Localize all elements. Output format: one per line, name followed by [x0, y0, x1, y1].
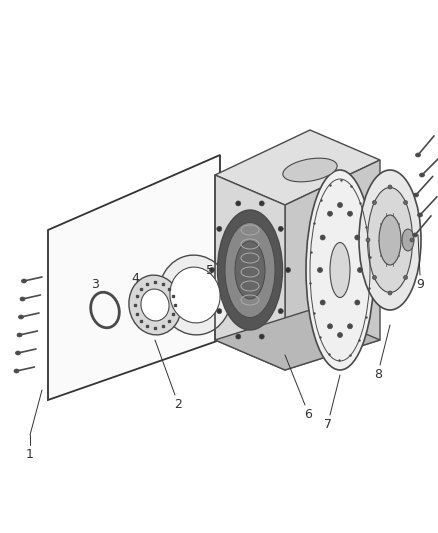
Ellipse shape: [388, 291, 392, 295]
Ellipse shape: [318, 268, 322, 272]
Text: 7: 7: [324, 418, 332, 432]
Text: 1: 1: [26, 448, 34, 462]
Text: 5: 5: [206, 263, 214, 277]
Text: 3: 3: [91, 279, 99, 292]
Ellipse shape: [286, 268, 290, 272]
Ellipse shape: [403, 276, 407, 279]
Text: 6: 6: [304, 408, 312, 422]
Ellipse shape: [236, 201, 241, 206]
Ellipse shape: [259, 201, 264, 206]
Ellipse shape: [236, 334, 241, 339]
Ellipse shape: [367, 188, 413, 293]
Ellipse shape: [217, 309, 222, 313]
Ellipse shape: [259, 334, 264, 339]
Ellipse shape: [209, 268, 215, 272]
Text: 8: 8: [374, 368, 382, 382]
Ellipse shape: [21, 279, 27, 283]
Ellipse shape: [355, 235, 360, 240]
Polygon shape: [48, 155, 220, 400]
Ellipse shape: [306, 170, 374, 370]
Ellipse shape: [338, 333, 343, 337]
Polygon shape: [215, 310, 380, 370]
Ellipse shape: [402, 229, 414, 251]
Ellipse shape: [388, 185, 392, 189]
Polygon shape: [285, 160, 380, 370]
Ellipse shape: [218, 210, 283, 330]
Ellipse shape: [355, 300, 360, 305]
Ellipse shape: [416, 153, 420, 157]
Ellipse shape: [283, 158, 337, 182]
Ellipse shape: [320, 235, 325, 240]
Ellipse shape: [225, 222, 275, 318]
Ellipse shape: [20, 297, 25, 301]
Text: 2: 2: [174, 399, 182, 411]
Ellipse shape: [330, 243, 350, 297]
Ellipse shape: [413, 233, 417, 237]
Text: 9: 9: [416, 279, 424, 292]
Ellipse shape: [159, 255, 231, 335]
Ellipse shape: [14, 369, 19, 373]
Ellipse shape: [15, 351, 21, 355]
Ellipse shape: [372, 276, 376, 279]
Polygon shape: [215, 130, 380, 205]
Ellipse shape: [403, 200, 407, 205]
Ellipse shape: [366, 238, 370, 242]
Ellipse shape: [320, 300, 325, 305]
Ellipse shape: [18, 315, 24, 319]
Ellipse shape: [379, 215, 401, 265]
Text: 4: 4: [131, 271, 139, 285]
Ellipse shape: [420, 173, 424, 177]
Ellipse shape: [347, 324, 353, 329]
Ellipse shape: [359, 170, 421, 310]
Ellipse shape: [235, 241, 265, 299]
Ellipse shape: [372, 200, 376, 205]
Ellipse shape: [338, 203, 343, 207]
Ellipse shape: [278, 309, 283, 313]
Ellipse shape: [410, 238, 414, 242]
Ellipse shape: [347, 211, 353, 216]
Ellipse shape: [217, 227, 222, 231]
Ellipse shape: [278, 227, 283, 231]
Polygon shape: [215, 175, 285, 370]
Ellipse shape: [328, 211, 332, 216]
Ellipse shape: [141, 289, 169, 321]
Ellipse shape: [170, 267, 220, 323]
Ellipse shape: [17, 333, 22, 337]
Ellipse shape: [357, 268, 363, 272]
Ellipse shape: [417, 213, 423, 217]
Ellipse shape: [328, 324, 332, 329]
Ellipse shape: [413, 193, 418, 197]
Ellipse shape: [129, 275, 181, 335]
